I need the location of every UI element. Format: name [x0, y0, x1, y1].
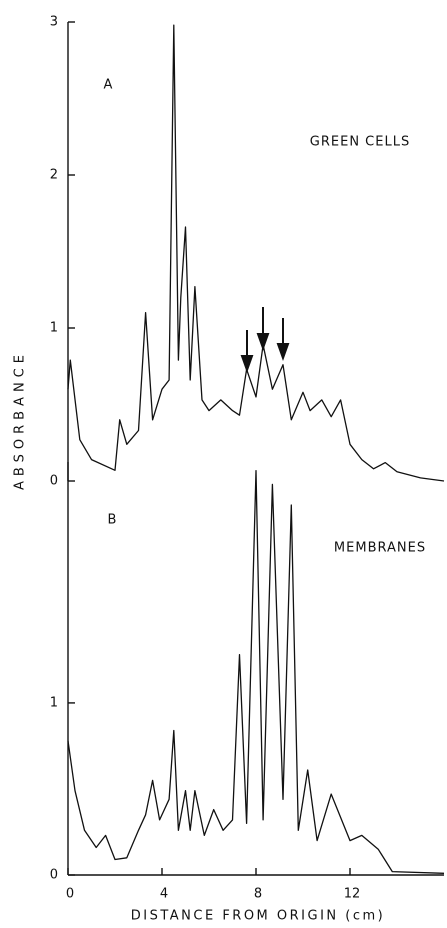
y-tick-label: 2 — [50, 168, 58, 183]
panel-annotation: MEMBRANES — [334, 541, 426, 556]
y-tick-label: 1 — [50, 695, 58, 710]
x-tick-label: 8 — [254, 887, 262, 902]
trace — [67, 469, 445, 874]
y-tick-label: 0 — [50, 474, 58, 489]
x-tick-label: 4 — [160, 887, 168, 902]
panel-annotation: GREEN CELLS — [310, 135, 410, 150]
panel-label: B — [108, 513, 117, 528]
y-tick-label: 0 — [50, 868, 58, 883]
trace — [67, 24, 445, 482]
arrows — [240, 307, 290, 373]
y-axis-title: ABSORBANCE — [13, 350, 28, 490]
y-tick-label: 3 — [50, 15, 58, 30]
panel-label: A — [104, 78, 113, 93]
x-axis-title: DISTANCE FROM ORIGIN (cm) — [131, 909, 385, 924]
x-tick-label: 0 — [66, 887, 74, 902]
y-tick-label: 1 — [50, 321, 58, 336]
x-tick-label: 12 — [344, 887, 361, 902]
